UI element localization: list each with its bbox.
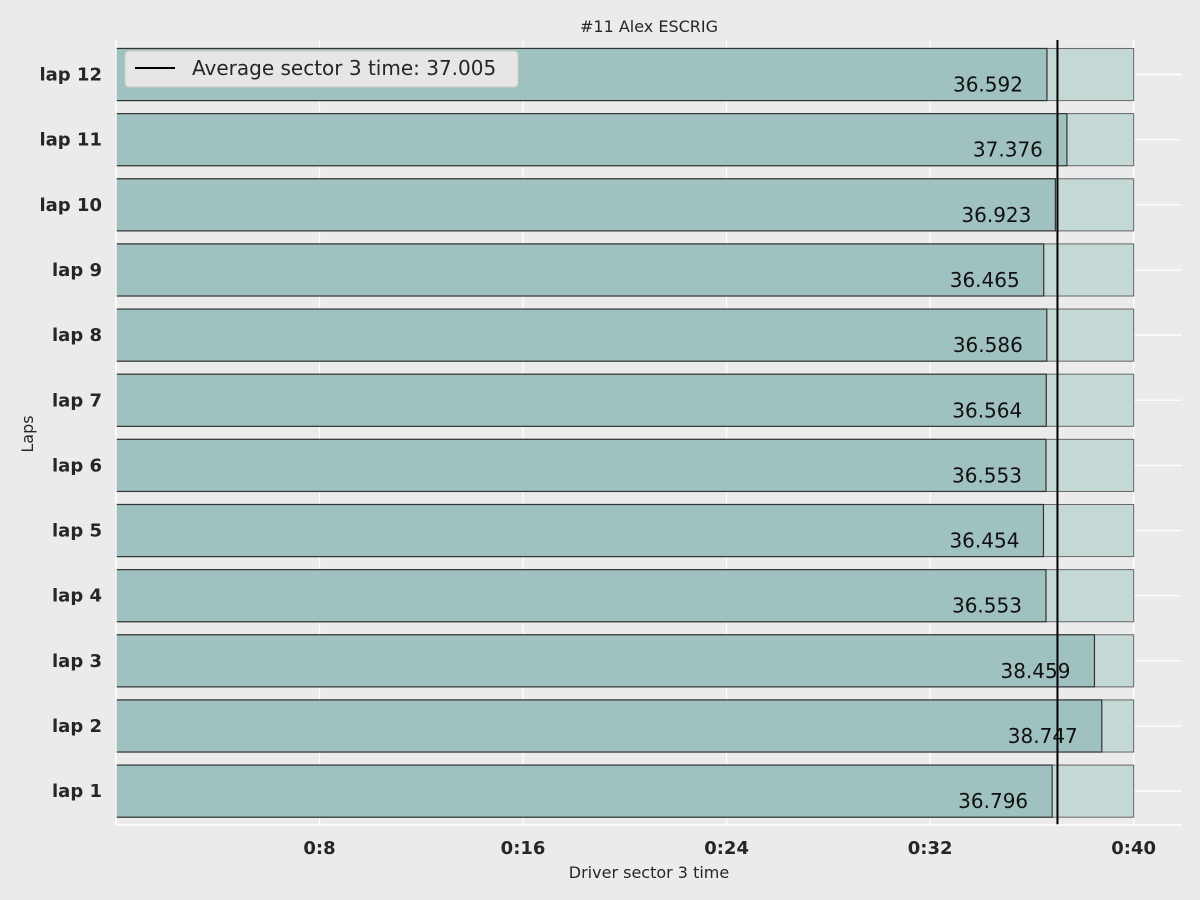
bar-value-label: 38.459 bbox=[1000, 659, 1070, 683]
bar-value-label: 38.747 bbox=[1008, 724, 1078, 748]
legend-label: Average sector 3 time: 37.005 bbox=[192, 56, 496, 80]
bar bbox=[115, 113, 1068, 167]
bar-value-label: 37.376 bbox=[973, 138, 1043, 162]
x-axis-label: Driver sector 3 time bbox=[569, 863, 729, 882]
plot-area bbox=[116, 40, 1182, 825]
value-labels: 36.796 38.747 38.459 36.553 36.454 36.553 36.5… bbox=[949, 73, 1077, 814]
y-tick-label: lap 12 bbox=[39, 65, 102, 86]
bar bbox=[115, 569, 1047, 623]
bar-value-label: 36.465 bbox=[950, 268, 1020, 292]
y-tick-label: lap 6 bbox=[52, 455, 102, 476]
bar bbox=[115, 373, 1047, 427]
y-axis-label: Laps bbox=[18, 415, 37, 452]
y-tick-label: lap 10 bbox=[39, 195, 102, 216]
x-tick-label: 0:16 bbox=[501, 838, 546, 859]
y-tick-label: lap 8 bbox=[52, 325, 102, 346]
bar bbox=[115, 438, 1047, 493]
bar-value-label: 36.586 bbox=[953, 333, 1023, 357]
chart-title: #11 Alex ESCRIG bbox=[580, 17, 718, 36]
y-tick-label: lap 7 bbox=[52, 390, 102, 411]
x-tick-labels: 0:8 0:16 0:24 0:32 0:40 bbox=[303, 838, 1156, 859]
bar bbox=[115, 503, 1045, 558]
bar-value-label: 36.592 bbox=[953, 73, 1023, 97]
bar-value-label: 36.553 bbox=[952, 594, 1022, 618]
bar bbox=[115, 243, 1045, 297]
bar-value-label: 36.454 bbox=[949, 529, 1019, 553]
y-tick-label: lap 11 bbox=[39, 130, 102, 151]
y-tick-label: lap 2 bbox=[52, 716, 102, 737]
y-tick-label: lap 1 bbox=[52, 781, 102, 802]
bar bbox=[115, 308, 1048, 362]
y-tick-label: lap 3 bbox=[52, 651, 102, 672]
x-tick-label: 0:32 bbox=[908, 838, 953, 859]
bar-value-label: 36.553 bbox=[952, 463, 1022, 487]
bar-value-label: 36.923 bbox=[961, 203, 1031, 227]
bar bbox=[115, 699, 1103, 753]
bar bbox=[115, 764, 1053, 818]
bar bbox=[115, 634, 1096, 688]
y-tick-label: lap 4 bbox=[52, 586, 102, 607]
legend: Average sector 3 time: 37.005 bbox=[124, 50, 519, 88]
bar-value-label: 36.564 bbox=[952, 398, 1022, 422]
bars bbox=[115, 47, 1103, 818]
y-tick-labels: lap 1 lap 2 lap 3 lap 4 lap 5 lap 6 lap 7 lap 8… bbox=[39, 65, 102, 803]
y-tick-label: lap 5 bbox=[52, 521, 102, 542]
x-tick-label: 0:8 bbox=[303, 838, 335, 859]
x-tick-label: 0:40 bbox=[1111, 838, 1156, 859]
bar-value-label: 36.796 bbox=[958, 789, 1028, 813]
bar bbox=[115, 178, 1056, 232]
x-tick-label: 0:24 bbox=[704, 838, 749, 859]
legend-box bbox=[124, 50, 519, 88]
y-tick-label: lap 9 bbox=[52, 260, 102, 281]
